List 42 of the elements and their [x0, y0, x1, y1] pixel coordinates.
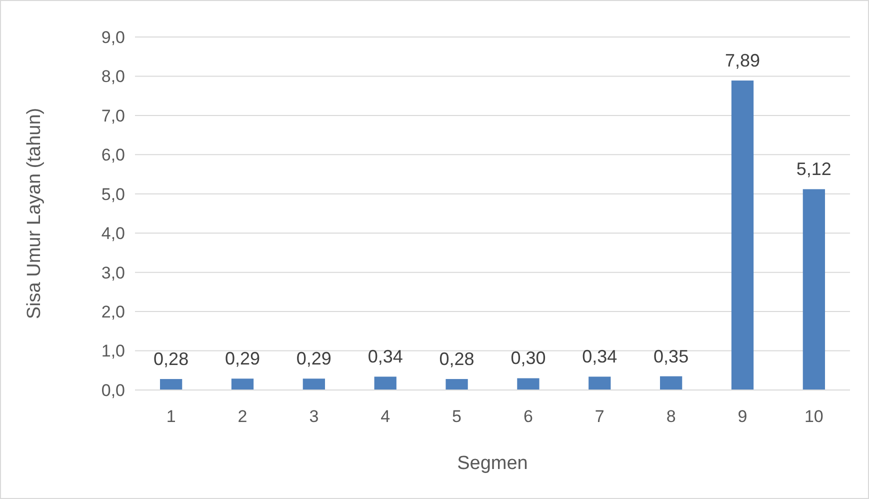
data-label: 0,28: [154, 349, 189, 370]
data-label: 0,28: [439, 349, 474, 370]
x-axis-title: Segmen: [457, 453, 528, 474]
data-label: 5,12: [796, 159, 832, 180]
x-tick-label: 10: [804, 407, 824, 426]
bar: [302, 378, 325, 390]
bar: [588, 376, 611, 390]
bar: [517, 378, 540, 390]
y-tick-label: 1,0: [101, 342, 125, 361]
data-label: 0,30: [510, 348, 546, 368]
data-label: 0,29: [224, 348, 260, 369]
y-tick-label: 5,0: [101, 184, 125, 204]
x-tick-label: 7: [594, 407, 604, 426]
bar: [660, 376, 682, 390]
bar: [802, 189, 825, 390]
y-axis-title: Sisa Umur Layan (tahun): [24, 108, 45, 320]
x-tick-label: 1: [166, 407, 176, 426]
x-tick-label: 2: [238, 407, 248, 426]
bar: [160, 379, 182, 390]
bar: [231, 378, 254, 390]
x-tick-label: 9: [738, 407, 748, 426]
bar: [731, 80, 754, 390]
bar: [374, 376, 396, 390]
data-label: 0,35: [654, 346, 689, 366]
y-tick-label: 9,0: [101, 28, 125, 47]
x-tick-label: 8: [666, 407, 676, 426]
data-label: 0,34: [582, 346, 618, 367]
y-tick-label: 4,0: [101, 224, 125, 244]
y-tick-label: 8,0: [101, 67, 125, 86]
data-label: 7,89: [724, 50, 760, 71]
bar: [446, 379, 468, 390]
y-tick-label: 6,0: [101, 146, 125, 165]
y-tick-label: 7,0: [101, 106, 125, 126]
x-tick-label: 5: [452, 407, 462, 426]
data-label: 0,29: [296, 348, 332, 369]
y-tick-label: 3,0: [101, 263, 125, 282]
x-tick-label: 4: [380, 407, 390, 426]
y-tick-label: 2,0: [101, 302, 125, 322]
y-tick-label: 0,0: [101, 380, 125, 400]
x-tick-label: 6: [523, 407, 533, 426]
x-tick-label: 3: [309, 407, 319, 426]
data-label: 0,34: [368, 346, 403, 367]
